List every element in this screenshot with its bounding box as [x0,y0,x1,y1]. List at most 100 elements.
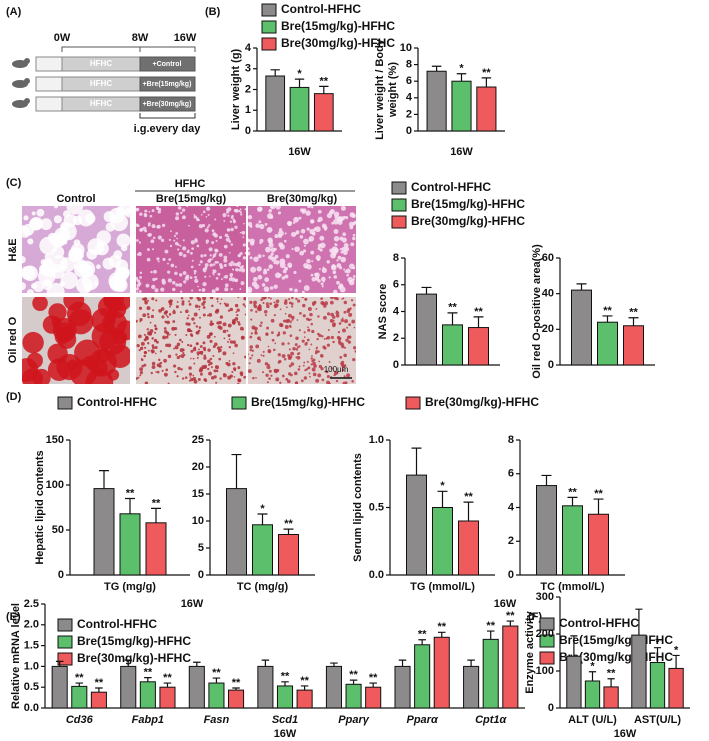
image-texture [196,218,199,222]
image-texture [147,233,151,237]
image-texture [165,343,169,347]
column-label: Bre(15mg/kg) [156,193,227,205]
timepoint: 0W [54,32,71,44]
y-tick-label: 20 [192,461,204,473]
image-texture [212,263,216,266]
image-texture [346,273,349,277]
image-texture [287,354,291,357]
diet-label: HFHC [90,79,112,88]
bar [468,327,489,366]
image-texture [153,338,158,343]
y-tick-label: 40 [542,288,554,300]
image-texture [209,275,211,278]
image-texture [249,335,253,339]
image-texture [146,306,151,311]
image-texture [143,338,147,342]
image-texture [230,227,234,232]
image-texture [338,337,342,341]
legend-label: Bre(15mg/kg)-HFHC [77,634,191,648]
image-texture [54,235,66,247]
error-bar [283,528,294,535]
bar [145,522,167,576]
image-texture [213,233,218,238]
error-bar [567,496,578,506]
image-texture [198,308,201,311]
significance-label: ** [320,75,329,87]
image-texture [333,271,336,274]
error-bar [349,679,358,685]
image-texture [259,324,262,327]
significance-label: * [655,637,660,649]
image-texture [258,220,262,224]
y-tick-label: 200 [536,628,554,640]
image-texture [248,247,250,251]
image-texture [283,239,287,243]
image-texture [236,314,239,317]
image-texture [309,228,315,235]
y-tick-label: 0 [393,359,399,371]
image-texture [143,213,147,216]
error-bar [99,470,109,489]
y-tick-label: 10 [192,515,204,527]
image-texture [203,364,208,368]
image-texture [223,337,226,340]
image-texture [228,345,231,349]
x-tick-label: Pparγ [338,714,369,726]
image-texture [150,314,154,319]
image-texture [236,206,239,208]
image-texture [282,269,287,274]
image-texture [155,277,158,281]
x-tick-label: TC (mmol/L) [540,581,604,593]
image-texture [240,268,246,273]
significance-label: ** [369,672,378,684]
significance-label: ** [506,610,515,622]
image-texture [219,315,224,319]
image-texture [277,353,281,357]
image-texture [145,335,149,339]
legend-label: Bre(30mg/kg)-HFHC [411,214,525,228]
image-texture [252,376,255,380]
image-texture [265,373,269,377]
image-texture [332,340,335,344]
bar [406,474,427,576]
image-texture [306,227,310,231]
image-texture [265,246,271,253]
image-texture [96,264,101,270]
image-texture [270,252,274,256]
error-bar [369,682,377,688]
image-texture [249,238,255,244]
image-texture [348,312,353,317]
y-tick-label: 8 [508,434,514,446]
image-texture [314,226,321,233]
image-texture [234,317,239,321]
bar [345,683,362,709]
image-texture [232,352,235,355]
image-texture [140,227,144,231]
image-texture [282,331,286,335]
legend-swatch [57,618,73,632]
error-bar [593,498,604,515]
image-texture [264,222,268,226]
image-texture [155,299,158,302]
timepoint: 8W [132,32,149,44]
image-texture [332,324,336,328]
image-texture [257,254,262,259]
image-texture [254,331,258,335]
image-texture [150,239,155,244]
image-texture [279,323,284,328]
image-texture [42,315,62,334]
image-texture [270,318,275,323]
image-texture [86,249,98,260]
legend-swatch [539,634,555,648]
image-texture [188,224,190,227]
y-tick-label: 20 [542,323,554,335]
y-tick-label: 0 [406,125,412,137]
image-texture [311,260,314,263]
image-texture [136,279,141,283]
significance-label: ** [568,486,577,498]
error-bar [447,312,458,325]
image-texture [297,368,301,371]
image-texture [199,316,201,319]
significance-label: ** [281,671,290,683]
image-texture [350,299,354,302]
